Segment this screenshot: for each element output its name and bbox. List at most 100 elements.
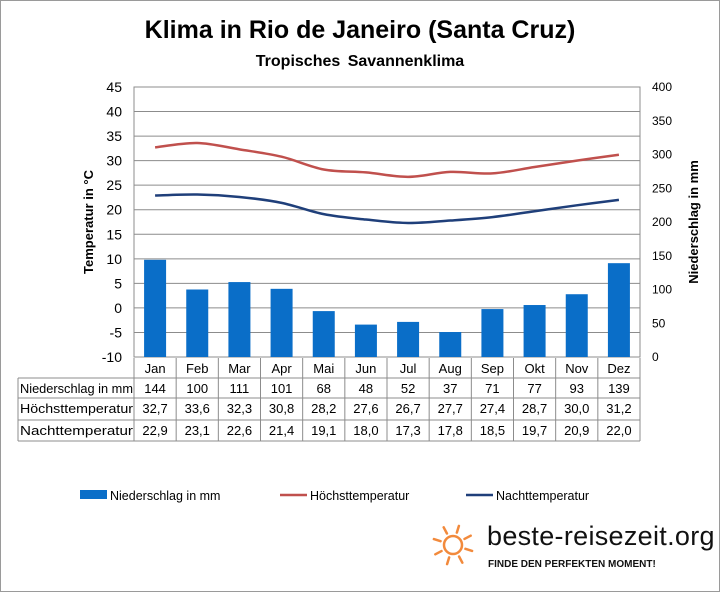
y-left-tick-label: 20 (106, 202, 122, 218)
y-left-tick-label: -10 (102, 349, 122, 365)
table-cell: 27,6 (353, 401, 378, 416)
table-cell: 111 (230, 381, 250, 396)
y-left-axis-title: Temperatur in °C (81, 169, 96, 274)
y-right-tick-label: 200 (652, 215, 672, 229)
sun-ray-icon (442, 526, 449, 535)
sun-ray-icon (445, 556, 451, 566)
table-cell: 28,2 (311, 401, 336, 416)
plot-area (133, 86, 641, 358)
table-row-label: Nachttemperatur (20, 424, 133, 438)
y-right-tick-label: 0 (652, 350, 659, 364)
table-cell: 30,8 (269, 401, 294, 416)
table-cell: 37 (443, 381, 457, 396)
sun-ray-icon (455, 524, 461, 534)
bar-aug (439, 332, 462, 357)
bar-sep (481, 309, 504, 357)
y-left-tick-label: 5 (114, 275, 122, 291)
sun-logo-icon (442, 534, 464, 556)
table-cell: 18,0 (353, 423, 378, 438)
table-cell: 68 (317, 381, 331, 396)
chart-title: Klima in Rio de Janeiro (Santa Cruz) (144, 16, 576, 44)
table-cell: 32,3 (227, 401, 252, 416)
x-tick-label: Aug (439, 361, 462, 376)
table-cell: 19,7 (522, 423, 547, 438)
x-tick-label: Okt (524, 361, 545, 376)
table-cell: 93 (570, 381, 584, 396)
y-right-tick-label: 250 (652, 181, 672, 195)
table-cell: 22,6 (227, 423, 252, 438)
legend-label: Niederschlag in mm (110, 489, 220, 503)
y-left-tick-label: 40 (106, 104, 122, 120)
chart-subtitle: Tropisches Savannenklima (255, 53, 465, 70)
table-cell: 26,7 (395, 401, 420, 416)
logo-tagline: FINDE DEN PERFEKTEN MOMENT! (488, 559, 656, 570)
table-cell: 23,1 (185, 423, 210, 438)
table-cell: 27,7 (438, 401, 463, 416)
table-cell: 48 (359, 381, 373, 396)
table-cell: 31,2 (606, 401, 631, 416)
y-left-tick-label: 10 (106, 251, 122, 267)
x-tick-label: Mai (313, 361, 334, 376)
bar-apr (270, 288, 293, 357)
bar-jun (354, 324, 377, 357)
y-right-tick-label: 350 (652, 114, 672, 128)
y-left-tick-label: 45 (106, 79, 122, 95)
x-tick-label: Apr (271, 361, 292, 376)
table-cell: 77 (527, 381, 541, 396)
y-right-tick-label: 100 (652, 283, 672, 297)
table-cell: 27,4 (480, 401, 505, 416)
x-tick-label: Sep (481, 361, 504, 376)
y-left-tick-label: -5 (110, 324, 123, 340)
bar-mar (228, 282, 251, 357)
table-cell: 18,5 (480, 423, 505, 438)
table-cell: 52 (401, 381, 415, 396)
logo-name: beste-reisezeit.org (487, 521, 715, 551)
table-cell: 30,0 (564, 401, 589, 416)
sun-ray-icon (463, 534, 472, 541)
bar-feb (186, 289, 209, 357)
table-row-label: Höchsttemperatur (20, 402, 133, 416)
table-cell: 139 (608, 381, 630, 396)
x-tick-label: Jun (355, 361, 376, 376)
bar-mai (312, 311, 335, 357)
table-cell: 17,3 (395, 423, 420, 438)
sun-ray-icon (432, 537, 442, 543)
y-left-tick-label: 15 (106, 226, 122, 242)
bar-dez (607, 263, 630, 357)
table-cell: 21,4 (269, 423, 294, 438)
line-hoechsttemperatur (154, 141, 620, 179)
y-left-tick-label: 35 (106, 128, 122, 144)
table-cell: 100 (186, 381, 208, 396)
y-right-axis-title: Niederschlag in mm (686, 160, 701, 284)
table-cell: 28,7 (522, 401, 547, 416)
sun-ray-icon (434, 549, 443, 556)
table-cell: 17,8 (438, 423, 463, 438)
sun-ray-icon (464, 547, 474, 553)
y-right-tick-label: 50 (652, 316, 666, 330)
bar-jan (144, 259, 167, 357)
y-right-tick-label: 400 (652, 80, 672, 94)
bar-jul (397, 321, 420, 357)
x-tick-label: Feb (186, 361, 208, 376)
y-right-tick-label: 150 (652, 249, 672, 263)
legend-swatch (80, 490, 107, 499)
table-cell: 71 (485, 381, 499, 396)
table-cell: 22,9 (142, 423, 167, 438)
table-row-label: Niederschlag in mm (20, 382, 133, 396)
bar-nov (565, 294, 588, 357)
x-tick-label: Mar (228, 361, 251, 376)
sun-ray-icon (457, 555, 464, 564)
x-tick-label: Dez (607, 361, 630, 376)
legend-label: Nachttemperatur (496, 489, 589, 503)
table-cell: 19,1 (311, 423, 336, 438)
table-cell: 22,0 (606, 423, 631, 438)
table-cell: 20,9 (564, 423, 589, 438)
y-right-tick-label: 300 (652, 148, 672, 162)
y-left-tick-label: 0 (114, 300, 122, 316)
table-cell: 33,6 (185, 401, 210, 416)
y-left-tick-label: 25 (106, 177, 122, 193)
line-nachttemperatur (155, 193, 620, 225)
bar-okt (523, 305, 546, 357)
x-tick-label: Nov (565, 361, 589, 376)
